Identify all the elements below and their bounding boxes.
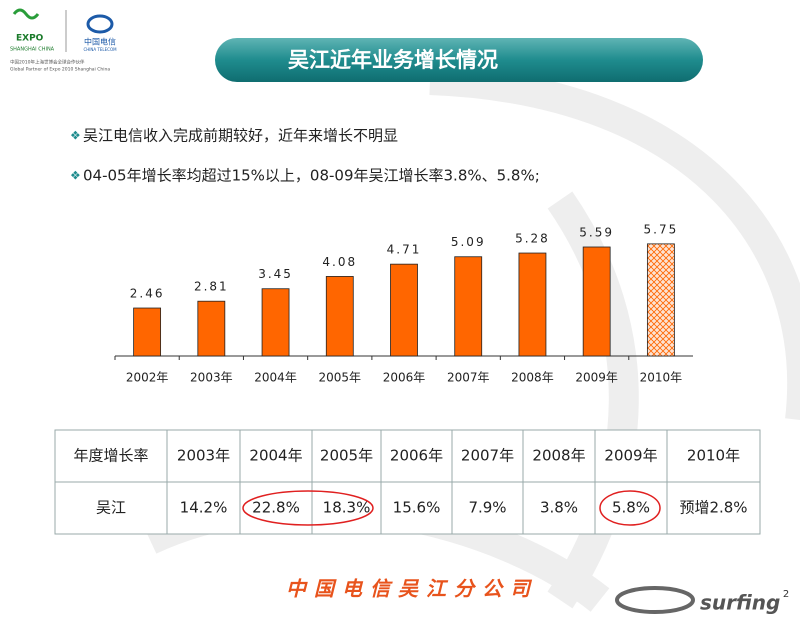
footer-company: 中国电信吴江分公司	[286, 577, 538, 601]
table-header: 2009年	[604, 447, 657, 465]
x-tick-label: 2008年	[511, 371, 554, 385]
bullet-text: 04-05年增长率均超过15%以上，08-09年吴江增长率3.8%、5.8%;	[83, 167, 540, 185]
table-value: 5.8%	[612, 499, 650, 517]
slide-title: 吴江近年业务增长情况	[288, 48, 498, 72]
growth-table: 年度增长率 2003年 2004年 2005年 2006年 2007年 2008年 2009年…	[54, 429, 761, 535]
bar	[646, 243, 675, 357]
table-header: 2003年	[177, 447, 230, 465]
table-value: 14.2%	[180, 499, 228, 517]
data-label: 5.59	[579, 225, 614, 239]
data-label: 5.28	[515, 232, 550, 246]
x-tick-label: 2002年	[126, 371, 169, 385]
table-header: 2007年	[461, 447, 514, 465]
data-label: 3.45	[258, 267, 293, 281]
table-cell	[522, 429, 596, 483]
data-label: 2.46	[130, 287, 165, 301]
partner-cn: 中国2010年上海世博会全球合作伙伴	[10, 59, 85, 66]
table-value: 7.9%	[468, 499, 506, 517]
table-cell	[451, 429, 524, 483]
table-cell	[522, 481, 596, 535]
x-tick-label: 2005年	[319, 371, 362, 385]
bar-chart: 2.46 2002年 2.81 2003年 3.45 2004年 4.08 2005年 4.71…	[114, 222, 683, 385]
table-value: 3.8%	[540, 499, 578, 517]
logo-expo-city: SHANGHAI CHINA	[10, 47, 55, 53]
data-label: 4.08	[322, 255, 357, 269]
bullet-marker: ❖	[70, 129, 81, 143]
table-value: 15.6%	[393, 499, 441, 517]
x-tick-label: 2006年	[383, 371, 426, 385]
table-header: 2008年	[532, 447, 585, 465]
table-cell	[594, 429, 668, 483]
table-header: 2010年	[687, 447, 740, 465]
table-value: 18.3%	[323, 499, 371, 517]
table-cell	[166, 429, 241, 483]
page-number: 2	[783, 589, 789, 600]
table-cell	[54, 481, 168, 535]
table-value: 吴江	[96, 499, 126, 517]
surfing-logo-ring	[615, 586, 695, 614]
bar	[261, 288, 290, 357]
partner-en: Global Partner of Expo 2010 Shanghai Chi…	[10, 67, 110, 73]
bar	[390, 263, 418, 357]
table-cell	[54, 429, 168, 483]
data-label: 5.09	[451, 235, 486, 249]
table-header: 2005年	[320, 447, 373, 465]
table-cell	[666, 429, 761, 483]
bullet-marker: ❖	[70, 169, 81, 183]
data-label: 2.81	[194, 280, 229, 294]
x-tick-label: 2010年	[640, 371, 683, 385]
table-cell	[239, 429, 313, 483]
bullet-text: 吴江电信收入完成前期较好，近年来增长不明显	[83, 127, 398, 145]
bar	[197, 300, 226, 357]
logo-telecom: 中国电信	[84, 37, 116, 47]
logo-area: EXPO SHANGHAI CHINA 中国电信 CHINA TELECOM 中…	[10, 8, 117, 73]
table-cell	[311, 481, 382, 535]
table-header: 年度增长率	[73, 447, 148, 465]
table-cell	[380, 429, 453, 483]
data-label: 5.75	[644, 222, 679, 236]
table-cell	[380, 481, 453, 535]
data-label: 4.71	[387, 243, 422, 257]
x-tick-label: 2004年	[254, 371, 297, 385]
bar	[582, 246, 611, 357]
x-tick-label: 2007年	[447, 371, 490, 385]
table-value: 22.8%	[252, 499, 300, 517]
table-cell	[666, 481, 761, 535]
title-banner	[215, 38, 703, 82]
highlight-ellipse	[599, 490, 661, 526]
bar	[518, 252, 547, 357]
bar	[325, 276, 354, 357]
bar	[133, 307, 162, 357]
x-tick-label: 2003年	[190, 371, 233, 385]
logo-telecom-en: CHINA TELECOM	[83, 47, 117, 52]
bar	[454, 256, 483, 357]
logo-expo: EXPO	[16, 34, 44, 44]
footer-brand: surfing	[700, 591, 780, 615]
highlight-ellipse	[242, 490, 374, 526]
table-header: 2006年	[390, 447, 443, 465]
table-value: 预增2.8%	[679, 499, 747, 517]
table-cell	[166, 481, 241, 535]
x-tick-label: 2009年	[575, 371, 618, 385]
table-header: 2004年	[249, 447, 302, 465]
